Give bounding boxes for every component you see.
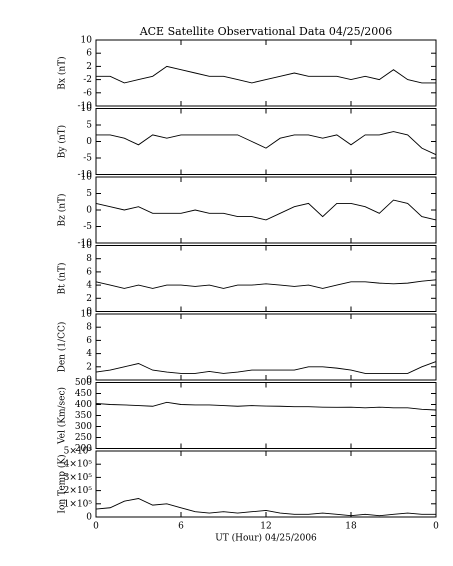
y-tick-label: 0 — [86, 137, 92, 147]
y-tick-label: 3×10⁵ — [64, 473, 93, 483]
y-tick-label: 6 — [86, 267, 92, 277]
y-tick-label: 5×10⁵ — [64, 447, 93, 457]
y-tick-label: 2 — [86, 362, 92, 372]
y-tick-label: 2 — [86, 62, 92, 72]
y-tick-label: -10 — [78, 102, 93, 112]
data-line — [95, 498, 436, 517]
y-tick-label: 0 — [86, 376, 92, 386]
y-tick-label: 6 — [86, 49, 92, 59]
y-axis-label: Den (1/CC) — [57, 322, 68, 373]
x-tick-label: 18 — [345, 522, 357, 532]
y-tick-label: 10 — [81, 241, 93, 251]
panel-frame — [95, 108, 437, 175]
y-tick-label: 350 — [75, 411, 92, 421]
y-tick-label: 4×10⁵ — [64, 460, 93, 470]
y-tick-label: 10 — [81, 36, 93, 46]
y-tick-label: 4 — [86, 349, 92, 359]
y-tick-label: 10 — [81, 173, 93, 183]
y-tick-label: 5 — [86, 121, 92, 131]
y-axis-label: Bx (nT) — [57, 56, 68, 89]
y-tick-label: 1×10⁵ — [64, 499, 93, 509]
data-line — [96, 131, 437, 156]
data-line — [95, 361, 437, 374]
panel-frame — [95, 245, 437, 312]
y-tick-label: 250 — [75, 433, 92, 443]
y-tick-label: 10 — [81, 310, 93, 320]
x-tick-label: 0 — [93, 522, 99, 532]
y-tick-label: 2 — [86, 294, 92, 304]
x-axis-label: UT (Hour) 04/25/2006 — [215, 533, 317, 544]
data-line — [95, 401, 437, 411]
y-tick-label: 0 — [86, 307, 92, 317]
y-axis-label: Bz (nT) — [57, 193, 68, 226]
y-tick-label: 200 — [75, 444, 92, 454]
panel-frame — [95, 39, 437, 107]
y-tick-label: 500 — [75, 378, 92, 388]
y-tick-label: -10 — [78, 170, 93, 180]
y-tick-label: 6 — [86, 336, 92, 346]
y-tick-label: 8 — [86, 323, 92, 333]
y-tick-label: 0 — [86, 206, 92, 216]
y-tick-label: 4 — [86, 281, 92, 291]
x-tick-label: 0 — [433, 522, 439, 532]
y-tick-label: 10 — [81, 104, 93, 114]
y-tick-label: 300 — [75, 422, 92, 432]
y-tick-label: -2 — [83, 75, 92, 85]
y-axis-label: Vel (Km/sec) — [57, 387, 68, 445]
data-line — [95, 199, 437, 221]
y-axis-label: By (nT) — [57, 125, 68, 158]
panel-frame — [95, 450, 437, 518]
y-tick-label: 5 — [86, 189, 92, 199]
y-tick-label: 400 — [75, 400, 92, 410]
y-tick-label: 0 — [86, 513, 92, 523]
chart-title: ACE Satellite Observational Data 04/25/2… — [139, 25, 393, 38]
x-tick-label: 6 — [178, 522, 184, 532]
y-tick-label: -10 — [78, 239, 93, 249]
panel-frame — [95, 176, 437, 244]
y-tick-label: 450 — [75, 389, 92, 399]
data-line — [95, 279, 437, 289]
y-tick-label: -5 — [83, 154, 92, 164]
y-axis-label: Bt (nT) — [57, 263, 68, 295]
x-tick-label: 12 — [260, 522, 271, 532]
y-axis-label: Ion Temp (K) — [57, 454, 68, 513]
data-line — [96, 65, 436, 84]
y-tick-label: 8 — [86, 254, 92, 264]
y-tick-label: -6 — [83, 88, 92, 98]
y-tick-label: -5 — [83, 222, 92, 232]
panel-frame — [95, 382, 437, 449]
y-tick-label: 2×10⁵ — [64, 486, 93, 496]
